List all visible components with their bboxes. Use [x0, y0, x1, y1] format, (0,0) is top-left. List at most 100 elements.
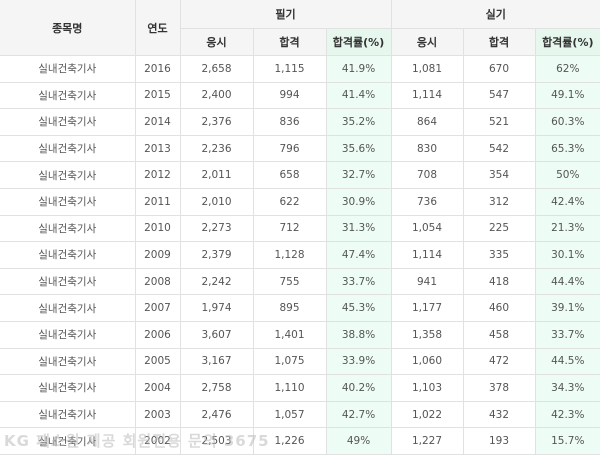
- cell-practical-passed: 225: [463, 215, 536, 243]
- cell-written-applicants: 2,476: [180, 401, 254, 429]
- cell-written-applicants: 2,376: [180, 108, 254, 136]
- cell-written-rate: 32.7%: [326, 161, 392, 189]
- header-practical-rate: 합격률(%): [535, 28, 600, 56]
- cell-written-rate: 33.7%: [326, 268, 392, 296]
- cell-practical-applicants: 1,177: [391, 294, 464, 322]
- cell-written-passed: 1,075: [253, 348, 327, 376]
- cell-practical-rate: 44.5%: [535, 348, 600, 376]
- cell-written-rate: 47.4%: [326, 241, 392, 269]
- cell-written-passed: 994: [253, 82, 327, 110]
- cell-written-rate: 41.9%: [326, 55, 392, 83]
- cell-written-applicants: 2,011: [180, 161, 254, 189]
- cell-practical-passed: 432: [463, 401, 536, 429]
- cell-written-rate: 40.2%: [326, 374, 392, 402]
- cell-written-applicants: 2,400: [180, 82, 254, 110]
- cell-written-rate: 49%: [326, 427, 392, 455]
- cell-practical-passed: 354: [463, 161, 536, 189]
- header-written: 필기: [180, 0, 392, 29]
- cell-year: 2011: [135, 188, 181, 216]
- cell-practical-passed: 418: [463, 268, 536, 296]
- table-row: 실내건축기사 2006 3,607 1,401 38.8% 1,358 458 …: [0, 321, 600, 349]
- cell-year: 2004: [135, 374, 181, 402]
- cell-year: 2010: [135, 215, 181, 243]
- header-written-passed: 합격: [253, 28, 327, 56]
- cell-practical-rate: 30.1%: [535, 241, 600, 269]
- table-row: 실내건축기사 2016 2,658 1,115 41.9% 1,081 670 …: [0, 55, 600, 83]
- cell-year: 2009: [135, 241, 181, 269]
- cell-written-passed: 1,115: [253, 55, 327, 83]
- cell-practical-applicants: 1,358: [391, 321, 464, 349]
- cell-practical-rate: 50%: [535, 161, 600, 189]
- cell-written-applicants: 2,503: [180, 427, 254, 455]
- cell-name: 실내건축기사: [0, 188, 136, 216]
- cell-written-rate: 30.9%: [326, 188, 392, 216]
- header-year: 연도: [135, 0, 181, 56]
- header-written-applicants: 응시: [180, 28, 254, 56]
- cell-name: 실내건축기사: [0, 321, 136, 349]
- cell-practical-rate: 60.3%: [535, 108, 600, 136]
- cell-name: 실내건축기사: [0, 348, 136, 376]
- header-practical: 실기: [391, 0, 600, 29]
- cell-written-applicants: 2,242: [180, 268, 254, 296]
- cell-practical-applicants: 1,114: [391, 82, 464, 110]
- cell-practical-passed: 460: [463, 294, 536, 322]
- cell-name: 실내건축기사: [0, 135, 136, 163]
- cell-written-applicants: 2,379: [180, 241, 254, 269]
- cell-practical-applicants: 1,227: [391, 427, 464, 455]
- cell-name: 실내건축기사: [0, 108, 136, 136]
- cell-practical-rate: 42.3%: [535, 401, 600, 429]
- cell-written-applicants: 2,273: [180, 215, 254, 243]
- header-practical-passed: 합격: [463, 28, 536, 56]
- cell-practical-applicants: 830: [391, 135, 464, 163]
- cell-practical-rate: 34.3%: [535, 374, 600, 402]
- cell-name: 실내건축기사: [0, 55, 136, 83]
- cell-written-applicants: 1,974: [180, 294, 254, 322]
- cell-practical-rate: 49.1%: [535, 82, 600, 110]
- cell-practical-passed: 547: [463, 82, 536, 110]
- cell-practical-rate: 39.1%: [535, 294, 600, 322]
- cell-practical-applicants: 708: [391, 161, 464, 189]
- cell-year: 2012: [135, 161, 181, 189]
- cell-year: 2013: [135, 135, 181, 163]
- cell-practical-rate: 44.4%: [535, 268, 600, 296]
- cell-written-passed: 755: [253, 268, 327, 296]
- cell-practical-applicants: 1,022: [391, 401, 464, 429]
- cell-practical-applicants: 1,103: [391, 374, 464, 402]
- cell-practical-passed: 521: [463, 108, 536, 136]
- table-row: 실내건축기사 2012 2,011 658 32.7% 708 354 50%: [0, 161, 600, 189]
- table-body: 실내건축기사 2016 2,658 1,115 41.9% 1,081 670 …: [0, 55, 600, 455]
- cell-written-passed: 1,401: [253, 321, 327, 349]
- cell-practical-passed: 335: [463, 241, 536, 269]
- cell-practical-rate: 33.7%: [535, 321, 600, 349]
- header-name: 종목명: [0, 0, 136, 56]
- cell-practical-rate: 15.7%: [535, 427, 600, 455]
- cell-written-applicants: 2,236: [180, 135, 254, 163]
- cell-name: 실내건축기사: [0, 294, 136, 322]
- table-row: 실내건축기사 2005 3,167 1,075 33.9% 1,060 472 …: [0, 348, 600, 376]
- cell-name: 실내건축기사: [0, 82, 136, 110]
- cell-practical-applicants: 1,060: [391, 348, 464, 376]
- cell-practical-passed: 542: [463, 135, 536, 163]
- header-practical-applicants: 응시: [391, 28, 464, 56]
- table-row: 실내건축기사 2011 2,010 622 30.9% 736 312 42.4…: [0, 188, 600, 216]
- cell-name: 실내건축기사: [0, 427, 136, 455]
- cell-practical-applicants: 1,054: [391, 215, 464, 243]
- cell-name: 실내건축기사: [0, 374, 136, 402]
- table-row: 실내건축기사 2009 2,379 1,128 47.4% 1,114 335 …: [0, 241, 600, 269]
- cell-practical-passed: 378: [463, 374, 536, 402]
- cell-written-passed: 1,128: [253, 241, 327, 269]
- cell-name: 실내건축기사: [0, 161, 136, 189]
- table-row: 실내건축기사 2015 2,400 994 41.4% 1,114 547 49…: [0, 82, 600, 110]
- cell-written-rate: 31.3%: [326, 215, 392, 243]
- cell-practical-passed: 312: [463, 188, 536, 216]
- table-row: 실내건축기사 2008 2,242 755 33.7% 941 418 44.4…: [0, 268, 600, 296]
- cell-written-applicants: 2,758: [180, 374, 254, 402]
- cell-practical-passed: 458: [463, 321, 536, 349]
- cell-written-passed: 836: [253, 108, 327, 136]
- cell-written-passed: 1,057: [253, 401, 327, 429]
- cell-practical-passed: 193: [463, 427, 536, 455]
- cell-year: 2015: [135, 82, 181, 110]
- cell-written-passed: 658: [253, 161, 327, 189]
- cell-written-rate: 41.4%: [326, 82, 392, 110]
